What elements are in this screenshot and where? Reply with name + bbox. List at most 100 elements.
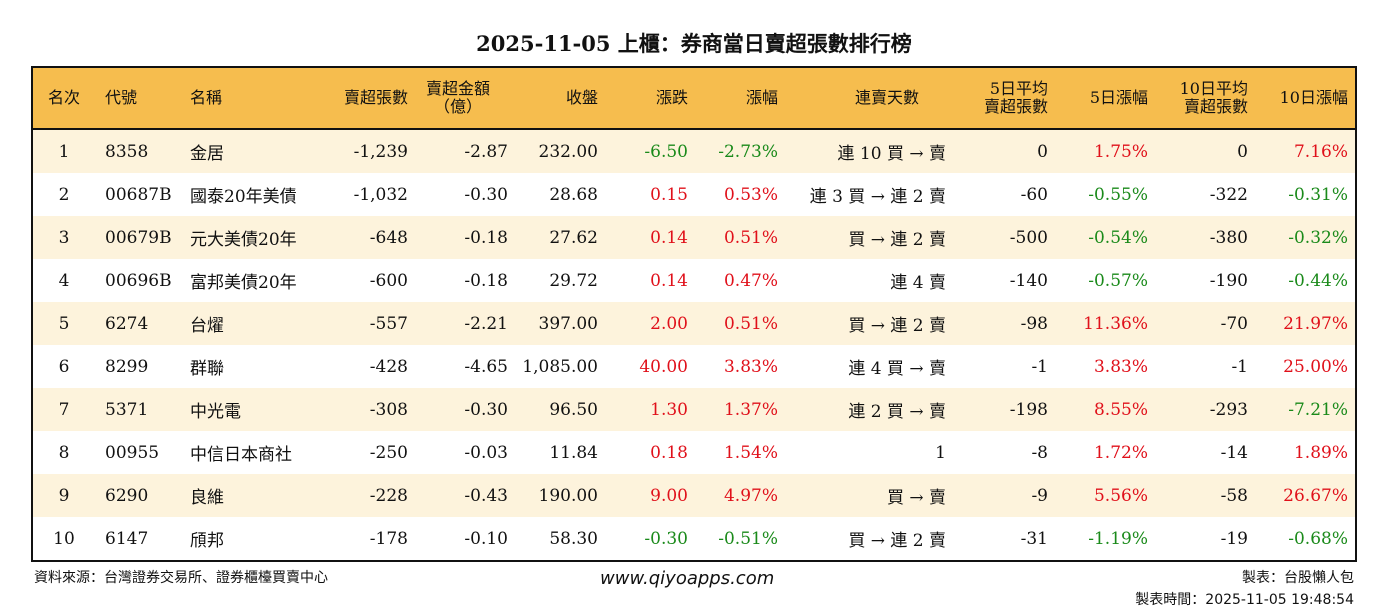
cell-name: 良維: [190, 488, 224, 508]
cell-net-sell-amount: -2.21: [464, 313, 508, 334]
cell-net-sell-volume: -428: [369, 356, 408, 377]
cell-pct5: -0.57%: [1088, 270, 1148, 291]
cell-code: 6147: [105, 528, 149, 549]
header-change: 漲跌: [655, 88, 688, 107]
cell-change-pct: 0.47%: [723, 270, 778, 291]
cell-change: -0.30: [644, 528, 688, 549]
cell-change: 0.15: [650, 184, 688, 205]
data-source: 資料來源：台灣證券交易所、證券櫃檯買賣中心: [34, 570, 328, 586]
cell-net-sell-amount: -4.65: [464, 356, 508, 377]
header-pct10: 10日漲幅: [1279, 88, 1348, 107]
cell-code: 8358: [105, 141, 149, 162]
cell-code: 00687B: [105, 184, 172, 205]
cell-code: 6274: [105, 313, 149, 334]
cell-pct5: 1.75%: [1093, 141, 1148, 162]
cell-pct10: 26.67%: [1283, 485, 1348, 506]
cell-close: 29.72: [549, 270, 598, 291]
cell-sell-streak: 連 2 買 → 賣: [848, 402, 946, 422]
cell-code: 00679B: [105, 227, 172, 248]
table-row: 5 6274 台燿 -557 -2.21 397.00 2.00 0.51% 買 → 連 2 賣…: [33, 302, 1355, 345]
cell-net-sell-volume: -228: [369, 485, 408, 506]
author: 製表：台股懶人包: [1242, 570, 1354, 586]
cell-rank: 6: [58, 356, 70, 377]
header-net-sell-volume: 賣超張數: [343, 88, 408, 107]
cell-avg10-net-sell: -293: [1209, 399, 1248, 420]
cell-net-sell-volume: -600: [369, 270, 408, 291]
cell-change: 0.18: [650, 442, 688, 463]
cell-avg10-net-sell: 0: [1237, 141, 1248, 162]
cell-pct10: 21.97%: [1283, 313, 1348, 334]
cell-change-pct: 0.53%: [723, 184, 778, 205]
cell-change-pct: 0.51%: [723, 313, 778, 334]
header-sell-streak: 連賣天數: [854, 88, 919, 107]
cell-pct10: 7.16%: [1293, 141, 1348, 162]
cell-avg5-net-sell: -60: [1020, 184, 1048, 205]
ranking-table: 名次 代號 名稱 賣超張數 賣超金額 （億） 收盤 漲跌 漲幅 連賣天數 5日平均 賣超張數 5日漲…: [31, 66, 1357, 562]
cell-name: 富邦美債20年: [190, 273, 297, 293]
cell-sell-streak: 連 4 賣: [890, 273, 946, 293]
cell-avg10-net-sell: -70: [1220, 313, 1248, 334]
cell-change: 1.30: [650, 399, 688, 420]
cell-close: 27.62: [549, 227, 598, 248]
cell-sell-streak: 買 → 連 2 賣: [848, 531, 946, 551]
cell-pct5: -0.54%: [1088, 227, 1148, 248]
cell-change-pct: -2.73%: [718, 141, 778, 162]
cell-net-sell-amount: -0.43: [464, 485, 508, 506]
header-name: 名稱: [190, 88, 223, 107]
header-net-sell-amount: 賣超金額 （億）: [425, 79, 490, 116]
cell-close: 58.30: [549, 528, 598, 549]
cell-change-pct: 0.51%: [723, 227, 778, 248]
cell-close: 28.68: [549, 184, 598, 205]
header-close: 收盤: [565, 88, 598, 107]
cell-change: 40.00: [639, 356, 688, 377]
page-title: 2025-11-05 上櫃：券商當日賣超張數排行榜: [476, 31, 912, 56]
cell-avg5-net-sell: -31: [1020, 528, 1048, 549]
cell-pct10: 25.00%: [1283, 356, 1348, 377]
cell-net-sell-amount: -0.18: [464, 227, 508, 248]
cell-code: 5371: [105, 399, 149, 420]
website-link[interactable]: www.qiyoapps.com: [600, 568, 775, 589]
cell-rank: 3: [58, 227, 70, 248]
table-row: 6 8299 群聯 -428 -4.65 1,085.00 40.00 3.83% 連 4 買 …: [33, 345, 1355, 388]
cell-change-pct: 1.37%: [723, 399, 778, 420]
table-row: 1 8358 金居 -1,239 -2.87 232.00 -6.50 -2.73% 連 10 …: [33, 130, 1355, 173]
cell-avg10-net-sell: -190: [1209, 270, 1248, 291]
cell-change-pct: 4.97%: [723, 485, 778, 506]
cell-net-sell-amount: -0.10: [464, 528, 508, 549]
cell-net-sell-volume: -250: [369, 442, 408, 463]
cell-code: 00696B: [105, 270, 172, 291]
cell-pct10: -0.31%: [1288, 184, 1348, 205]
cell-name: 元大美債20年: [190, 230, 297, 250]
cell-avg5-net-sell: -1: [1031, 356, 1048, 377]
cell-sell-streak: 1: [935, 442, 946, 463]
cell-name: 台燿: [190, 316, 224, 336]
header-avg10-net-sell: 10日平均 賣超張數: [1179, 79, 1248, 116]
table-row: 7 5371 中光電 -308 -0.30 96.50 1.30 1.37% 連 2 買 → 賣…: [33, 388, 1355, 431]
table-row: 10 6147 頎邦 -178 -0.10 58.30 -0.30 -0.51% 買 → 連 2…: [33, 517, 1355, 560]
cell-avg5-net-sell: -500: [1009, 227, 1048, 248]
cell-rank: 1: [58, 141, 70, 162]
cell-net-sell-amount: -0.03: [464, 442, 508, 463]
cell-close: 397.00: [538, 313, 598, 334]
cell-rank: 2: [58, 184, 70, 205]
header-pct5: 5日漲幅: [1089, 88, 1148, 107]
cell-close: 232.00: [538, 141, 598, 162]
cell-name: 群聯: [190, 359, 224, 379]
cell-net-sell-volume: -648: [369, 227, 408, 248]
cell-change-pct: 1.54%: [723, 442, 778, 463]
header-rank: 名次: [47, 88, 80, 107]
cell-rank: 7: [58, 399, 70, 420]
cell-pct5: 11.36%: [1083, 313, 1148, 334]
cell-sell-streak: 連 4 買 → 賣: [848, 359, 946, 379]
header-code: 代號: [105, 88, 138, 107]
cell-avg5-net-sell: -140: [1009, 270, 1048, 291]
cell-net-sell-volume: -1,239: [353, 141, 408, 162]
cell-sell-streak: 買 → 連 2 賣: [848, 230, 946, 250]
cell-change: 9.00: [650, 485, 688, 506]
table-header: 名次 代號 名稱 賣超張數 賣超金額 （億） 收盤 漲跌 漲幅 連賣天數 5日平均 賣超張數 5日漲…: [33, 68, 1355, 130]
cell-close: 1,085.00: [522, 356, 598, 377]
cell-pct10: -0.68%: [1288, 528, 1348, 549]
cell-sell-streak: 買 → 賣: [886, 488, 946, 508]
cell-rank: 10: [53, 528, 75, 549]
cell-pct10: 1.89%: [1293, 442, 1348, 463]
